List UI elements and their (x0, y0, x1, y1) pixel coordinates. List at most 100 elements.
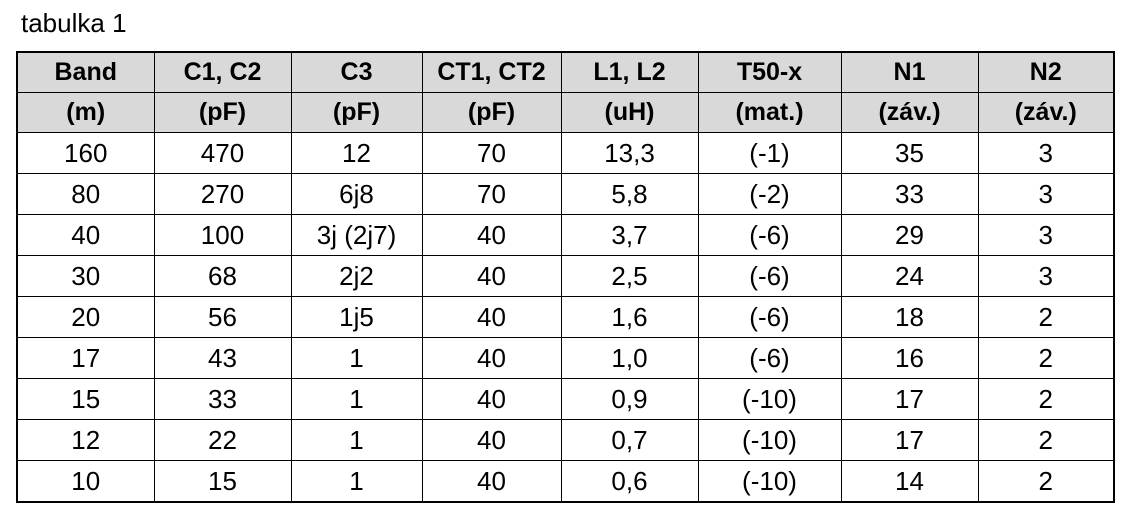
table-cell: 13,3 (560, 132, 699, 174)
table-cell: 24 (840, 255, 979, 297)
table-cell: 0,7 (560, 419, 699, 461)
table-cell: 1 (290, 378, 423, 420)
table-cell: 10 (16, 460, 155, 503)
table-cell: 56 (153, 296, 292, 338)
table-cell: 0,6 (560, 460, 699, 503)
table-cell: 2 (977, 460, 1115, 503)
table-cell: 17 (840, 419, 979, 461)
column-header-unit: (pF) (153, 92, 292, 133)
table-cell: (-10) (697, 378, 842, 420)
table-row: 40 100 3j (2j7) 40 3,7 (-6) 29 3 (16, 214, 1115, 256)
header-row-units: (m) (pF) (pF) (pF) (uH) (mat.) (záv.) (záv.) (16, 92, 1115, 133)
table-cell: 15 (16, 378, 155, 420)
table-row: 17 43 1 40 1,0 (-6) 16 2 (16, 337, 1115, 379)
column-header-unit: (pF) (290, 92, 423, 133)
table-cell: 1,6 (560, 296, 699, 338)
table-cell: 20 (16, 296, 155, 338)
table-cell: 35 (840, 132, 979, 174)
table-cell: 80 (16, 173, 155, 215)
header-row-names: Band C1, C2 C3 CT1, CT2 L1, L2 T50-x N1 N2 (16, 51, 1115, 93)
table-cell: 30 (16, 255, 155, 297)
table-row: 80 270 6j8 70 5,8 (-2) 33 3 (16, 173, 1115, 215)
column-header-name: T50-x (697, 51, 842, 93)
column-header-name: L1, L2 (560, 51, 699, 93)
column-header-name: CT1, CT2 (421, 51, 562, 93)
table-row: 30 68 2j2 40 2,5 (-6) 24 3 (16, 255, 1115, 297)
table-cell: (-6) (697, 214, 842, 256)
column-header-name: Band (16, 51, 155, 93)
table-cell: (-6) (697, 296, 842, 338)
table-cell: (-10) (697, 460, 842, 503)
table-cell: 29 (840, 214, 979, 256)
table-cell: 12 (16, 419, 155, 461)
table-cell: 1 (290, 419, 423, 461)
table-cell: (-2) (697, 173, 842, 215)
table-row: 15 33 1 40 0,9 (-10) 17 2 (16, 378, 1115, 420)
table-cell: 1 (290, 460, 423, 503)
table-body: 160 470 12 70 13,3 (-1) 35 3 80 270 6j8 70 5,8 (-2) 33… (16, 132, 1115, 503)
table-cell: 68 (153, 255, 292, 297)
table-cell: 70 (421, 173, 562, 215)
column-header-name: N2 (977, 51, 1115, 93)
column-header-unit: (mat.) (697, 92, 842, 133)
table-cell: 12 (290, 132, 423, 174)
table-header: Band C1, C2 C3 CT1, CT2 L1, L2 T50-x N1 N2 (m)(… (16, 51, 1115, 133)
column-header-unit: (pF) (421, 92, 562, 133)
table-cell: 40 (421, 378, 562, 420)
table-cell: 40 (16, 214, 155, 256)
table-row: 160 470 12 70 13,3 (-1) 35 3 (16, 132, 1115, 174)
table-cell: 3 (977, 214, 1115, 256)
table-cell: 33 (840, 173, 979, 215)
table-cell: 40 (421, 460, 562, 503)
table-cell: 15 (153, 460, 292, 503)
table-cell: 2 (977, 419, 1115, 461)
table-cell: 0,9 (560, 378, 699, 420)
table-cell: 40 (421, 255, 562, 297)
table-cell: 16 (840, 337, 979, 379)
column-header-name: C1, C2 (153, 51, 292, 93)
table-cell: 43 (153, 337, 292, 379)
column-header-unit: (záv.) (840, 92, 979, 133)
table-title: tabulka 1 (21, 8, 127, 38)
table-cell: 1j5 (290, 296, 423, 338)
table-cell: 2 (977, 378, 1115, 420)
table-cell: 3 (977, 132, 1115, 174)
table-cell: 270 (153, 173, 292, 215)
column-header-unit: (záv.) (977, 92, 1115, 133)
table-cell: 17 (840, 378, 979, 420)
table-cell: 22 (153, 419, 292, 461)
table-cell: 17 (16, 337, 155, 379)
table-cell: 3 (977, 255, 1115, 297)
table-cell: 2 (977, 337, 1115, 379)
table-cell: 5,8 (560, 173, 699, 215)
table-cell: 33 (153, 378, 292, 420)
table-cell: 3 (977, 173, 1115, 215)
table-cell: 2 (977, 296, 1115, 338)
table-cell: 6j8 (290, 173, 423, 215)
table-cell: 100 (153, 214, 292, 256)
table-cell: 3j (2j7) (290, 214, 423, 256)
table-cell: 470 (153, 132, 292, 174)
table-cell: 40 (421, 214, 562, 256)
table-cell: 160 (16, 132, 155, 174)
table-cell: 70 (421, 132, 562, 174)
component-values-table: Band C1, C2 C3 CT1, CT2 L1, L2 T50-x N1 N2 (m)(… (16, 51, 1115, 503)
table-cell: 40 (421, 419, 562, 461)
table-cell: (-6) (697, 255, 842, 297)
table-cell: 40 (421, 296, 562, 338)
table-cell: (-6) (697, 337, 842, 379)
table-cell: (-10) (697, 419, 842, 461)
table-cell: 2j2 (290, 255, 423, 297)
column-header-name: C3 (290, 51, 423, 93)
table-row: 20 56 1j5 40 1,6 (-6) 18 2 (16, 296, 1115, 338)
table-cell: 18 (840, 296, 979, 338)
table-cell: 14 (840, 460, 979, 503)
column-header-name: N1 (840, 51, 979, 93)
table-cell: 2,5 (560, 255, 699, 297)
table-cell: 40 (421, 337, 562, 379)
table-cell: 3,7 (560, 214, 699, 256)
table-row: 12 22 1 40 0,7 (-10) 17 2 (16, 419, 1115, 461)
column-header-unit: (uH) (560, 92, 699, 133)
table-cell: 1 (290, 337, 423, 379)
